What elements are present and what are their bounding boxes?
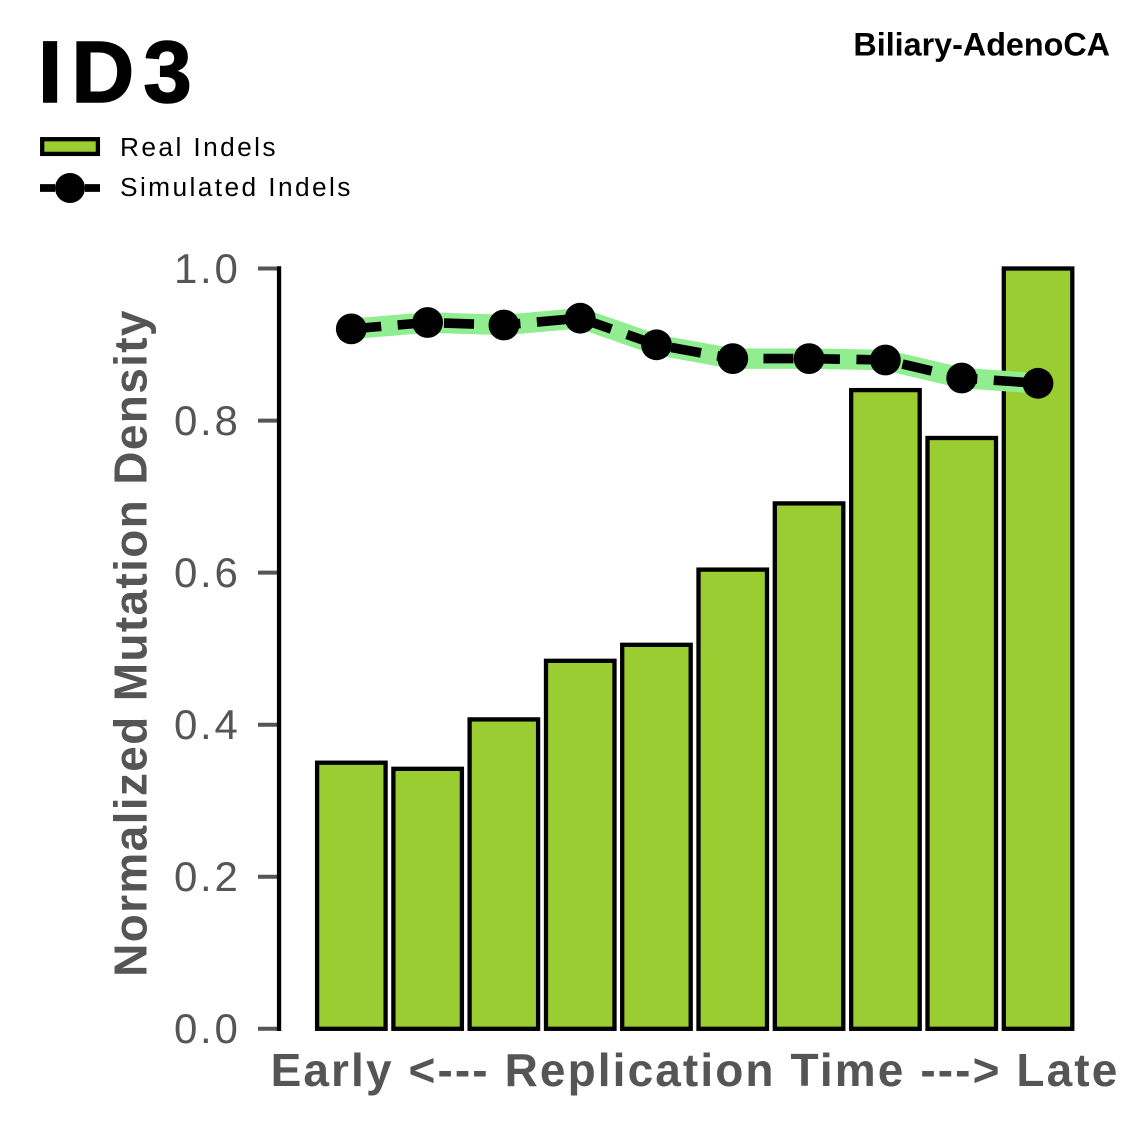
svg-text:Biliary-AdenoCA: Biliary-AdenoCA [853, 27, 1110, 63]
svg-text:ID3: ID3 [38, 24, 201, 121]
svg-text:1.0: 1.0 [174, 245, 241, 292]
svg-text:Real Indels: Real Indels [120, 132, 278, 162]
svg-text:0.4: 0.4 [174, 701, 241, 748]
svg-text:0.6: 0.6 [174, 549, 241, 596]
svg-text:0.8: 0.8 [174, 397, 241, 444]
svg-text:Normalized Mutation Density: Normalized Mutation Density [105, 309, 157, 977]
svg-text:0.0: 0.0 [174, 1005, 241, 1052]
svg-text:Early <--- Replication Time --: Early <--- Replication Time ---> Late [271, 1044, 1120, 1096]
svg-text:Simulated Indels: Simulated Indels [120, 172, 353, 202]
svg-text:0.2: 0.2 [174, 853, 241, 900]
